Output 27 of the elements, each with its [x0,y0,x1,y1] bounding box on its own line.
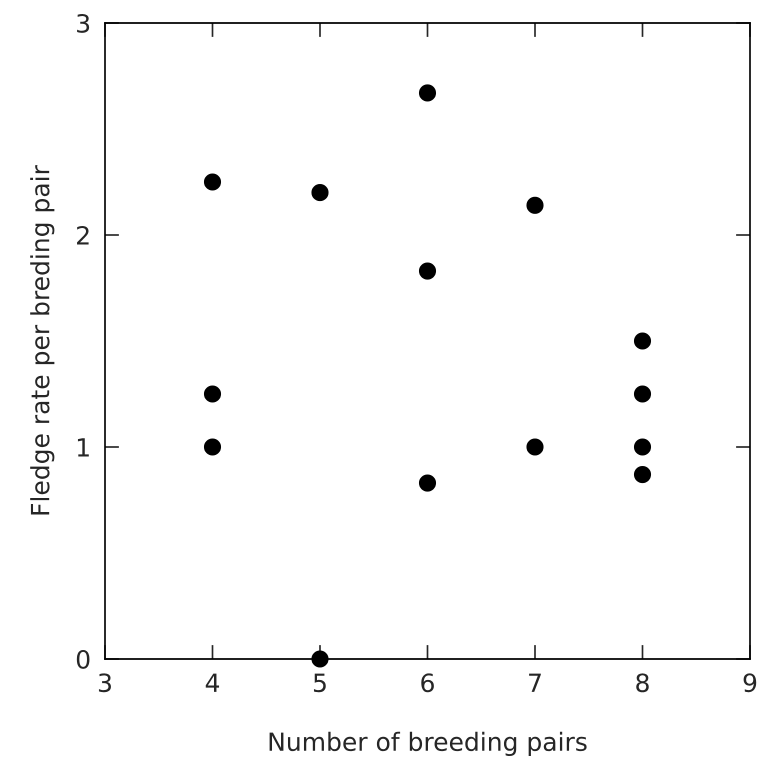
point [634,438,652,456]
point [418,474,436,492]
point [634,332,652,350]
point [204,438,222,456]
x-tick-label: 9 [744,673,756,692]
x-tick-label: 3 [98,673,111,692]
y-axis-title: Fledge rate per breding pair [30,165,54,514]
y-tick-label: 1 [78,438,89,456]
y-tick-label: 0 [76,650,90,669]
x-tick-label: 4 [206,674,220,692]
x-axis-title: Number of breeding pairs [270,732,587,756]
y-tick-label: 2 [77,226,89,244]
point [418,84,436,102]
point [526,438,544,456]
point [634,385,652,403]
x-tick-label: 5 [314,674,326,692]
point [204,385,222,403]
point [418,262,436,280]
y-tick-label: 3 [77,14,90,33]
point [526,196,544,214]
point [634,466,652,484]
x-tick-label: 6 [421,673,434,692]
point [204,173,222,191]
point [311,184,329,202]
x-tick-label: 8 [636,673,649,692]
point [311,650,329,668]
x-tick-label: 7 [529,674,541,692]
